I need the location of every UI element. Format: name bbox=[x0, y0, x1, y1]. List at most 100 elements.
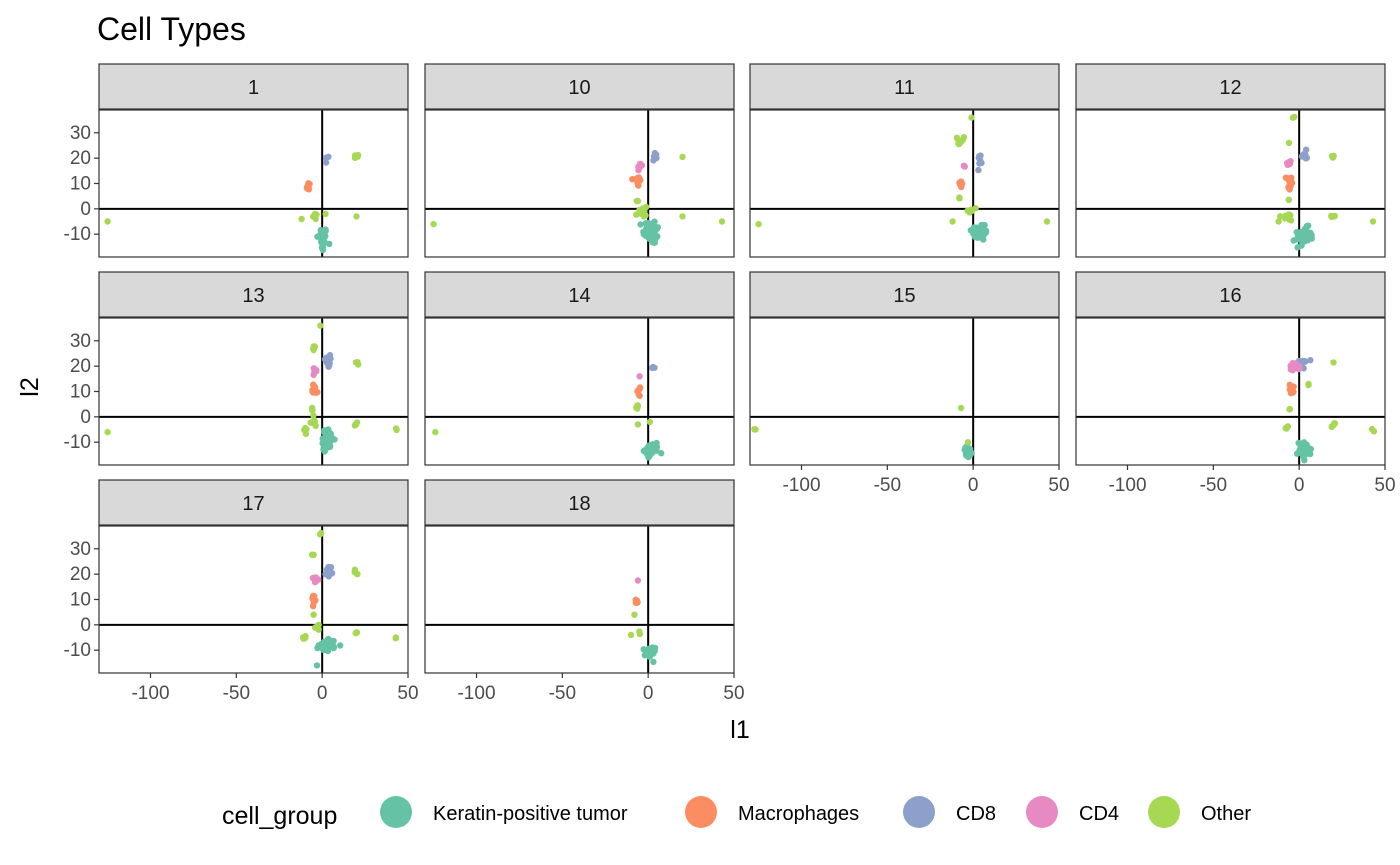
data-point bbox=[310, 611, 317, 618]
data-point bbox=[330, 644, 337, 652]
data-point bbox=[319, 246, 327, 254]
data-point bbox=[354, 359, 361, 366]
data-point bbox=[1286, 406, 1293, 413]
data-point bbox=[353, 629, 360, 636]
data-point bbox=[320, 446, 327, 453]
data-point bbox=[307, 419, 314, 426]
y-tick-label: 20 bbox=[70, 148, 91, 169]
data-point bbox=[957, 404, 965, 412]
data-point bbox=[310, 371, 317, 379]
data-point bbox=[949, 218, 956, 225]
legend-label: CD4 bbox=[1079, 803, 1119, 825]
data-point bbox=[1330, 359, 1337, 366]
panel-plot-area bbox=[425, 318, 734, 465]
facet-strip bbox=[749, 63, 1060, 110]
data-point bbox=[958, 180, 965, 188]
data-point bbox=[633, 211, 640, 218]
x-tick-label: -100 bbox=[1108, 475, 1146, 496]
legend-label: Other bbox=[1201, 803, 1251, 825]
facet-strip bbox=[424, 271, 735, 318]
facet-strip-label: 14 bbox=[568, 285, 590, 307]
data-point bbox=[982, 227, 990, 234]
data-point bbox=[1287, 217, 1295, 224]
x-tick-label: -100 bbox=[131, 683, 169, 704]
data-point bbox=[1285, 175, 1293, 183]
data-point bbox=[353, 213, 360, 220]
data-point bbox=[977, 157, 984, 164]
data-point bbox=[1305, 380, 1312, 388]
legend-key bbox=[1026, 796, 1058, 828]
panel-border bbox=[424, 317, 735, 466]
panel-border bbox=[749, 317, 1060, 466]
data-point bbox=[1304, 235, 1312, 242]
data-point bbox=[392, 634, 400, 641]
data-point bbox=[960, 162, 968, 169]
facet-strip bbox=[424, 63, 735, 110]
data-point bbox=[974, 234, 982, 241]
data-point bbox=[104, 428, 111, 436]
data-point bbox=[321, 440, 328, 447]
data-point bbox=[325, 570, 333, 577]
facet-panel-13: 13 -10 0 10 20 30 bbox=[64, 271, 409, 466]
data-point bbox=[1307, 357, 1314, 364]
x-tick-label: -50 bbox=[1200, 475, 1227, 496]
data-point bbox=[317, 529, 325, 537]
panel-border bbox=[98, 317, 409, 466]
panel-border bbox=[749, 109, 1060, 258]
facet-panel-1: 1 -10 0 10 20 30 bbox=[64, 63, 409, 258]
x-axis-title: l1 bbox=[730, 716, 749, 744]
legend-label: CD8 bbox=[956, 803, 996, 825]
y-tick-label: -10 bbox=[64, 640, 91, 661]
data-point bbox=[1292, 365, 1299, 372]
y-tick-label: 30 bbox=[70, 331, 91, 352]
data-point bbox=[647, 233, 654, 241]
data-point bbox=[751, 426, 758, 433]
data-point bbox=[651, 149, 659, 157]
data-point bbox=[975, 166, 982, 174]
panel-border bbox=[424, 525, 735, 674]
data-point bbox=[351, 566, 359, 573]
data-point bbox=[322, 210, 329, 218]
data-point bbox=[968, 449, 975, 457]
facet-panel-16: 16 -100 -50 0 50 bbox=[1075, 271, 1396, 496]
data-point bbox=[1331, 420, 1339, 427]
data-point bbox=[315, 642, 322, 649]
facet-strip bbox=[98, 271, 409, 318]
facet-strip-label: 1 bbox=[248, 77, 259, 99]
x-tick-label: 0 bbox=[317, 683, 328, 704]
facet-strip bbox=[98, 63, 409, 110]
data-point bbox=[1331, 212, 1338, 219]
facet-strip-label: 18 bbox=[568, 493, 590, 515]
data-point bbox=[321, 641, 328, 648]
data-point bbox=[634, 405, 641, 412]
data-point bbox=[1285, 196, 1293, 204]
panel-border bbox=[98, 109, 409, 258]
data-point bbox=[302, 430, 310, 438]
data-point bbox=[337, 642, 344, 649]
data-point bbox=[302, 634, 309, 641]
data-point bbox=[1304, 442, 1311, 450]
panel-plot-area bbox=[1076, 318, 1385, 465]
data-point bbox=[1369, 218, 1377, 225]
data-point bbox=[323, 354, 330, 361]
facet-strip-label: 11 bbox=[894, 77, 915, 99]
facet-panel-15: 15 -100 -50 0 50 bbox=[749, 271, 1070, 496]
data-point bbox=[962, 451, 970, 458]
x-tick-label: 0 bbox=[643, 683, 654, 704]
data-point bbox=[311, 343, 318, 350]
legend-item: CD8 bbox=[903, 796, 996, 828]
facet-strip-label: 17 bbox=[242, 493, 264, 515]
data-point bbox=[1300, 152, 1308, 160]
y-tick-label: -10 bbox=[64, 432, 91, 453]
data-point bbox=[325, 153, 332, 160]
data-point bbox=[636, 373, 643, 380]
data-point bbox=[1284, 159, 1291, 167]
data-point bbox=[634, 577, 642, 584]
legend-title: cell_group bbox=[222, 802, 337, 830]
y-tick-label: 20 bbox=[70, 356, 91, 377]
data-point bbox=[313, 662, 321, 669]
data-point bbox=[1293, 229, 1300, 236]
data-point bbox=[981, 222, 988, 229]
data-point bbox=[649, 364, 656, 372]
data-point bbox=[679, 153, 686, 161]
